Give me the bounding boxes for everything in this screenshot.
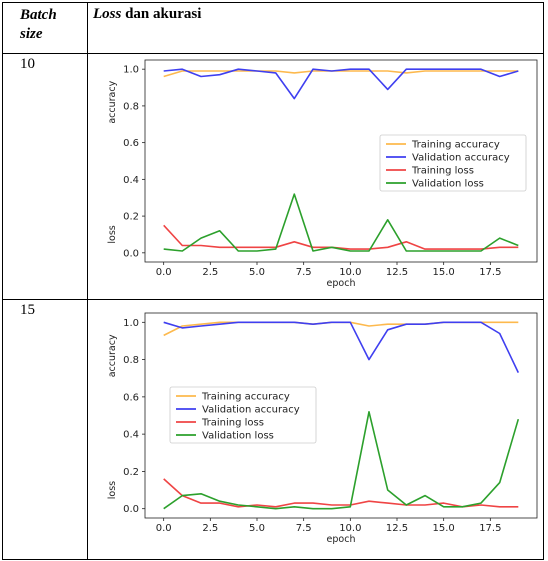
x-tick-label: 17.5 [479, 523, 501, 534]
y-tick-label: 0.2 [123, 467, 139, 478]
loss-rest: dan akurasi [121, 6, 202, 22]
legend-entry: Training accuracy [411, 140, 500, 151]
series-line-validation-accuracy [163, 321, 520, 373]
series-line-training-accuracy [163, 70, 519, 78]
batch-size-10: 10 [20, 56, 35, 72]
y-tick-label: 1.0 [123, 65, 139, 76]
batch-size-header-line1: Batch [20, 7, 57, 23]
y-tick-label: 0.0 [123, 248, 139, 259]
loss-word: Loss [93, 6, 122, 22]
loss-accuracy-header: Loss dan akurasi [93, 6, 201, 23]
x-axis-label: epoch [327, 534, 356, 545]
x-tick-label: 12.5 [386, 523, 408, 534]
y-axis-label-accuracy: accuracy [107, 334, 118, 377]
y-tick-label: 0.2 [123, 212, 139, 223]
y-tick-label: 0.4 [123, 175, 139, 186]
batch-size-15: 15 [20, 302, 35, 318]
legend-box [169, 386, 317, 444]
x-axis-label: epoch [327, 278, 356, 289]
x-tick-label: 0.0 [156, 267, 172, 278]
y-axis-label-loss: loss [107, 481, 118, 499]
batch-size-header-line2: size [20, 26, 43, 42]
series-line-validation-loss [163, 193, 519, 252]
series-line-validation-accuracy [163, 68, 519, 100]
x-tick-label: 15.0 [433, 523, 455, 534]
x-tick-label: 7.5 [296, 267, 312, 278]
y-tick-label: 0.0 [123, 504, 139, 515]
legend-entry: Validation loss [202, 431, 274, 442]
plot-frame [144, 59, 538, 263]
x-tick-label: 2.5 [202, 523, 218, 534]
legend-entry: Validation accuracy [412, 153, 510, 164]
x-tick-label: 10.0 [339, 267, 361, 278]
row-divider [3, 299, 543, 300]
series-line-training-loss [163, 478, 519, 508]
series-line-validation-loss [163, 410, 520, 510]
x-tick-label: 5.0 [249, 523, 265, 534]
plot-frame [144, 312, 538, 519]
series-line-training-loss [163, 224, 519, 250]
x-tick-label: 0.0 [156, 523, 172, 534]
chart-1: 0.0 0.2 0.4 0.6 0.8 1.0 0.0 2.5 5.0 7.5 10.0 12.5 15… [107, 59, 538, 289]
legend-box [379, 134, 527, 192]
x-tick-label: 10.0 [339, 523, 361, 534]
chart-2: 0.0 0.2 0.4 0.6 0.8 1.0 0.0 2.5 5.0 7.5 10.0 12.5 15… [107, 312, 538, 545]
y-tick-label: 0.4 [123, 430, 139, 441]
y-tick-label: 0.6 [123, 138, 139, 149]
batch-size-header: Batch size [20, 6, 84, 44]
y-axis-label-loss: loss [107, 225, 118, 243]
legend-entry: Training accuracy [201, 392, 290, 403]
legend-entry: Training loss [411, 166, 474, 177]
column-divider [87, 3, 88, 559]
x-tick-label: 2.5 [202, 267, 218, 278]
x-tick-label: 12.5 [386, 267, 408, 278]
x-tick-label: 7.5 [296, 523, 312, 534]
header-divider [3, 53, 543, 54]
legend-entry: Validation loss [412, 179, 484, 190]
x-tick-label: 5.0 [249, 267, 265, 278]
y-axis-label-accuracy: accuracy [107, 80, 118, 123]
y-tick-label: 0.8 [123, 355, 139, 366]
x-tick-label: 17.5 [479, 267, 501, 278]
y-tick-label: 0.8 [123, 101, 139, 112]
legend-entry: Training loss [201, 418, 264, 429]
x-tick-label: 15.0 [433, 267, 455, 278]
y-tick-label: 0.6 [123, 392, 139, 403]
y-tick-label: 1.0 [123, 318, 139, 329]
legend-entry: Validation accuracy [202, 405, 300, 416]
